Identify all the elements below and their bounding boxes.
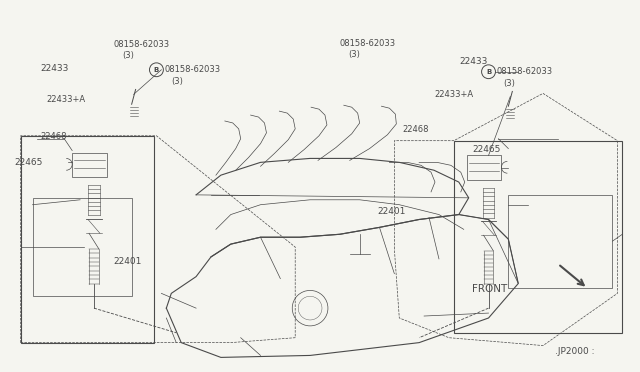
Text: (3): (3) <box>122 51 134 60</box>
Text: (3): (3) <box>504 79 515 88</box>
Text: 22433+A: 22433+A <box>46 95 85 105</box>
Text: B: B <box>486 69 491 75</box>
Text: FRONT: FRONT <box>472 284 508 294</box>
Text: 22468: 22468 <box>403 125 429 134</box>
Bar <box>508 195 612 288</box>
Text: 08158-62033: 08158-62033 <box>114 41 170 49</box>
Text: (3): (3) <box>172 77 183 86</box>
Text: .JP2000 :: .JP2000 : <box>555 347 595 356</box>
Text: 22468: 22468 <box>41 132 67 141</box>
Text: B: B <box>154 67 159 73</box>
Text: 08158-62033: 08158-62033 <box>164 65 221 74</box>
Text: (3): (3) <box>349 49 360 58</box>
Bar <box>467 155 501 180</box>
Bar <box>72 153 107 177</box>
Text: 22465: 22465 <box>14 158 43 167</box>
Text: 22401: 22401 <box>377 207 406 216</box>
Text: 22433: 22433 <box>460 57 488 66</box>
Text: 08158-62033: 08158-62033 <box>497 67 552 76</box>
Text: 22433+A: 22433+A <box>434 90 474 99</box>
Bar <box>33 198 132 296</box>
Text: 22465: 22465 <box>472 145 500 154</box>
Text: 22433: 22433 <box>41 64 69 73</box>
Text: 08158-62033: 08158-62033 <box>339 39 395 48</box>
Text: 22401: 22401 <box>114 257 142 266</box>
Bar <box>454 141 622 333</box>
Bar <box>20 136 154 343</box>
